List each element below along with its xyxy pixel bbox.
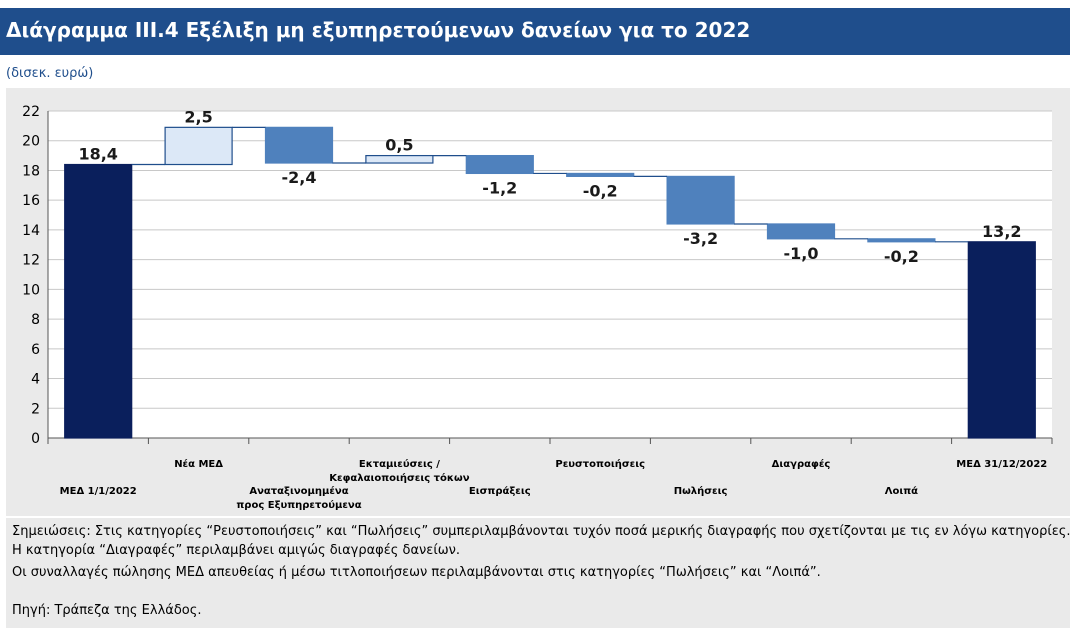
- x-tick-label: Λοιπά: [885, 485, 918, 497]
- bar-increase: [164, 126, 233, 166]
- x-tick-label: ΜΕΔ 1/1/2022: [60, 486, 137, 497]
- bar-decrease: [666, 175, 735, 225]
- title-bar: Διάγραμμα ΙΙΙ.4 Εξέλιξη μη εξυπηρετούμεν…: [0, 8, 1070, 55]
- chart-area: 0 2 4 6 8 10 12 14 16 18 20 22 18,4 2,5 -2,4 0,5 -1,2 -0,…: [6, 88, 1070, 516]
- y-tick-label: 20: [22, 134, 40, 150]
- y-tick-label: 10: [22, 282, 40, 298]
- x-tick-label: προς Εξυπηρετούμενα: [236, 499, 361, 511]
- note-line-2: Η κατηγορία “Διαγραφές” περιλαμβάνει αμι…: [12, 543, 461, 558]
- bar-decrease: [264, 126, 334, 164]
- data-label: -1,0: [784, 244, 819, 263]
- plot-background: [48, 111, 1052, 438]
- waterfall-chart: 0 2 4 6 8 10 12 14 16 18 20 22 18,4 2,5 -2,4 0,5 -1,2 -0,…: [22, 104, 1053, 511]
- y-tick-label: 18: [22, 163, 40, 179]
- data-label: 0,5: [385, 136, 413, 155]
- x-tick-label: Κεφαλαιοποιήσεις τόκων: [329, 472, 469, 484]
- data-label: 13,2: [982, 222, 1021, 241]
- y-tick-label: 22: [22, 104, 40, 120]
- x-tick-label: Εκταμιεύσεις /: [359, 458, 440, 470]
- data-label: -0,2: [583, 181, 618, 200]
- chart-title: Διάγραμμα ΙΙΙ.4 Εξέλιξη μη εξυπηρετούμεν…: [6, 18, 751, 42]
- x-tick-label: Πωλήσεις: [674, 485, 728, 497]
- data-label: -1,2: [482, 178, 517, 197]
- note-line-1: Σημειώσεις: Στις κατηγορίες “Ρευστοποιήσ…: [12, 524, 1071, 539]
- y-tick-label: 16: [22, 193, 40, 209]
- data-label: 2,5: [184, 107, 212, 126]
- y-tick-label: 14: [22, 223, 40, 239]
- unit-label: (δισεκ. ευρώ): [6, 66, 94, 81]
- bar-decrease: [867, 238, 936, 243]
- y-tick-label: 6: [31, 342, 40, 358]
- data-label: -3,2: [683, 229, 718, 248]
- data-label: -2,4: [282, 168, 317, 187]
- bar-decrease: [766, 223, 836, 240]
- bar-decrease: [566, 172, 635, 177]
- y-tick-label: 8: [31, 312, 40, 328]
- x-tick-label: ΜΕΔ 31/12/2022: [956, 459, 1047, 470]
- x-tick-label: Εισπράξεις: [469, 485, 531, 497]
- y-tick-label: 0: [31, 431, 40, 447]
- bar-total: [967, 241, 1036, 439]
- x-tick-label: Διαγραφές: [772, 458, 831, 470]
- bar-increase: [365, 154, 434, 164]
- bar-decrease: [465, 154, 534, 175]
- y-tick-label: 12: [22, 253, 40, 269]
- data-label: -0,2: [884, 247, 919, 266]
- x-tick-label: Αναταξινομημένα: [249, 485, 348, 497]
- bar-total: [64, 163, 133, 439]
- x-tick-label: Ρευστοποιήσεις: [555, 458, 645, 470]
- source-line: Πηγή: Τράπεζα της Ελλάδος.: [12, 603, 202, 618]
- notes-panel: Σημειώσεις: Στις κατηγορίες “Ρευστοποιήσ…: [6, 518, 1071, 628]
- data-label: 18,4: [78, 145, 117, 164]
- note-line-3: Οι συναλλαγές πώλησης ΜΕΔ απευθείας ή μέ…: [12, 565, 821, 580]
- y-tick-label: 2: [31, 401, 40, 417]
- x-tick-label: Νέα ΜΕΔ: [174, 458, 223, 470]
- y-tick-label: 4: [31, 372, 40, 388]
